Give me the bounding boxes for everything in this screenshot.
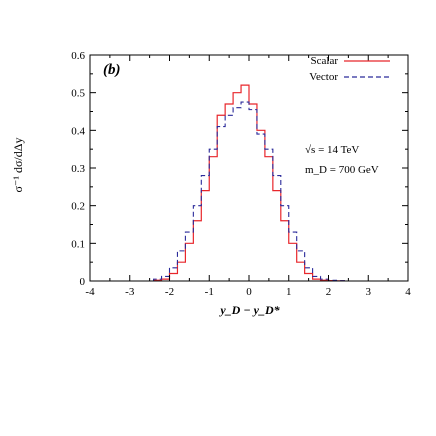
y-tick-label: 0.5 (71, 88, 85, 100)
annotation-mass: m_D = 700 GeV (305, 164, 379, 176)
annotation-mass-text: m_D = 700 GeV (305, 164, 379, 176)
legend: Scalar Vector (309, 55, 390, 83)
series-scalar (153, 84, 345, 282)
y-tick-label: 0.3 (71, 163, 85, 175)
series-vector (153, 101, 345, 282)
x-tick-label: -4 (85, 286, 95, 298)
y-tick-label: 0.1 (71, 238, 85, 250)
annotation-sqrt-s: √s = 14 TeV (305, 144, 359, 156)
x-tick-label: -1 (205, 286, 214, 298)
y-tick-label: 0 (80, 276, 86, 288)
x-tick-label: 1 (286, 286, 292, 298)
panel-label: (b) (103, 62, 121, 78)
x-axis-title: y_D − y_D* (218, 303, 280, 317)
legend-label-scalar: Scalar (311, 55, 339, 67)
plot-area (153, 84, 345, 282)
y-tick-label: 0.4 (71, 125, 85, 137)
y-tick-label: 0.2 (71, 201, 85, 213)
y-axis-title: σ⁻¹ dσ/dΔy (11, 138, 25, 193)
x-tick-label: -3 (125, 286, 135, 298)
annotation-energy: √s = 14 TeV (305, 144, 359, 156)
histogram-line-vector (153, 101, 345, 282)
x-tick-label: -2 (165, 286, 174, 298)
legend-label-vector: Vector (309, 71, 338, 83)
x-tick-label: 4 (405, 286, 411, 298)
histogram-line-scalar (153, 84, 345, 282)
axes: -4 -3 -2 -1 0 1 2 3 4 0 0.1 0.2 0.3 0.4 0.5 0.6 (71, 50, 411, 298)
x-tick-label: 3 (366, 286, 372, 298)
y-tick-label: 0.6 (71, 50, 85, 62)
x-tick-label: 2 (326, 286, 332, 298)
x-tick-label: 0 (246, 286, 252, 298)
